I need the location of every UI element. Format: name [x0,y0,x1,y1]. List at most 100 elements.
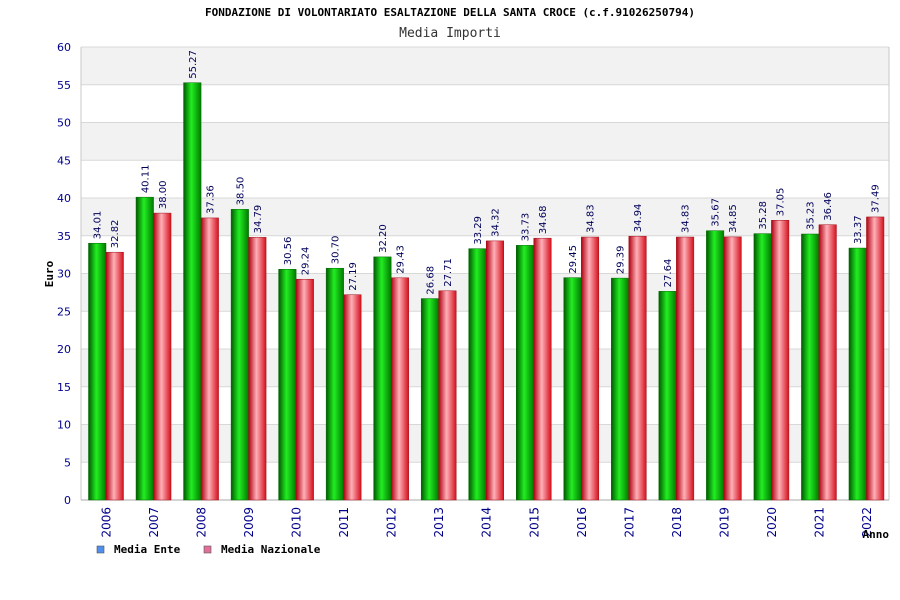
bar-media-ente-2019 [706,230,725,501]
x-tick-label: 2022 [860,507,874,538]
y-tick-label: 60 [57,41,71,54]
bar-media-ente-2020 [753,233,772,501]
y-tick-label: 30 [57,268,71,281]
data-label-media-nazionale-2012: 29.43 [395,245,406,274]
x-axis-ticks: 2006 2007 2008 2009 2010 2011 2012 2013 2014 2015… [100,507,874,538]
y-tick-label: 20 [57,343,71,356]
plot-band [81,84,889,123]
data-label-media-nazionale-2019: 34.85 [728,204,739,233]
bar-media-ente-2011 [325,267,344,501]
data-label-media-ente-2011: 30.70 [330,236,341,265]
y-tick-label: 0 [64,494,71,507]
data-label-media-ente-2008: 55.27 [188,50,199,79]
bar-media-nazionale-2009 [248,237,267,501]
data-label-media-nazionale-2021: 36.46 [823,192,834,221]
data-label-media-ente-2015: 33.73 [521,213,532,242]
x-tick-label: 2010 [290,507,304,538]
x-tick-label: 2020 [765,507,779,538]
y-tick-label: 5 [64,456,71,469]
chart-title: FONDAZIONE DI VOLONTARIATO ESALTAZIONE D… [205,6,695,19]
x-tick-label: 2011 [337,507,351,538]
data-label-media-ente-2016: 29.45 [568,245,579,274]
plot-band [81,122,889,161]
x-tick-label: 2016 [575,507,589,538]
bar-media-nazionale-2014 [485,240,504,501]
bar-media-nazionale-2012 [390,277,409,501]
data-label-media-nazionale-2013: 27.71 [443,258,454,287]
bar-media-ente-2021 [801,233,820,501]
legend-label-media-nazionale: Media Nazionale [221,543,321,556]
bar-media-ente-2013 [420,298,439,501]
bar-media-ente-2022 [848,247,867,501]
x-tick-label: 2006 [100,507,114,538]
data-label-media-ente-2006: 34.01 [93,211,104,240]
bar-media-ente-2010 [278,269,297,501]
plot-band [81,47,889,85]
data-label-media-ente-2010: 30.56 [283,237,294,266]
x-tick-label: 2014 [480,507,494,538]
x-tick-label: 2008 [195,507,209,538]
data-label-media-ente-2019: 35.67 [711,198,722,227]
data-label-media-ente-2014: 33.29 [473,216,484,245]
bar-media-nazionale-2010 [295,278,314,501]
bar-media-ente-2017 [611,277,630,501]
bar-media-nazionale-2021 [818,224,837,501]
bar-media-nazionale-2018 [676,236,695,501]
bar-media-ente-2016 [563,277,582,501]
data-label-media-ente-2009: 38.50 [235,177,246,206]
data-label-media-ente-2020: 35.28 [758,201,769,230]
y-tick-label: 40 [57,192,71,205]
legend-swatch-media-ente [96,545,105,554]
bar-media-ente-2006 [88,242,107,501]
data-label-media-ente-2007: 40.11 [140,165,151,194]
x-tick-label: 2009 [242,507,256,538]
data-label-media-nazionale-2008: 37.36 [205,185,216,214]
legend: Media Ente Media Nazionale [96,543,321,556]
bar-media-nazionale-2016 [581,236,600,501]
data-label-media-nazionale-2011: 27.19 [348,262,359,291]
y-tick-label: 35 [57,230,71,243]
y-tick-label: 25 [57,305,71,318]
x-axis-label: Anno [863,528,890,541]
x-tick-label: 2007 [147,507,161,538]
bar-media-nazionale-2015 [533,237,552,501]
data-label-media-nazionale-2014: 34.32 [490,208,501,237]
x-tick-label: 2015 [527,507,541,538]
plot-band [81,160,889,198]
bar-media-nazionale-2008 [200,217,219,501]
bar-media-ente-2014 [468,248,487,501]
bar-media-nazionale-2019 [723,236,742,501]
legend-swatch-media-nazionale [203,545,212,554]
x-tick-label: 2012 [385,507,399,538]
y-tick-label: 45 [57,154,71,167]
bar-media-ente-2007 [135,196,154,501]
data-label-media-nazionale-2010: 29.24 [300,247,311,276]
y-tick-label: 50 [57,117,71,130]
chart-subtitle: Media Importi [399,26,501,41]
data-label-media-ente-2021: 35.23 [806,201,817,230]
data-label-media-ente-2022: 33.37 [853,215,864,244]
bar-media-ente-2008 [183,82,202,501]
x-tick-label: 2021 [812,507,826,538]
bar-media-nazionale-2006 [105,251,124,501]
x-tick-label: 2018 [670,507,684,538]
data-label-media-nazionale-2017: 34.94 [633,204,644,233]
data-label-media-nazionale-2006: 32.82 [110,220,121,249]
bar-media-nazionale-2013 [438,290,457,501]
bar-media-nazionale-2007 [153,212,172,501]
x-tick-label: 2017 [622,507,636,538]
data-label-media-ente-2017: 29.39 [616,245,627,274]
x-tick-label: 2013 [432,507,446,538]
data-label-media-nazionale-2009: 34.79 [253,205,264,234]
x-tick-label: 2019 [717,507,731,538]
bar-media-nazionale-2020 [771,220,790,501]
data-label-media-nazionale-2018: 34.83 [681,204,692,233]
data-label-media-nazionale-2020: 37.05 [776,188,787,217]
y-tick-label: 10 [57,419,71,432]
data-label-media-nazionale-2016: 34.83 [586,204,597,233]
bar-media-ente-2018 [658,291,677,501]
data-label-media-ente-2018: 27.64 [663,259,674,288]
data-label-media-nazionale-2015: 34.68 [538,206,549,235]
bar-media-nazionale-2017 [628,235,647,501]
